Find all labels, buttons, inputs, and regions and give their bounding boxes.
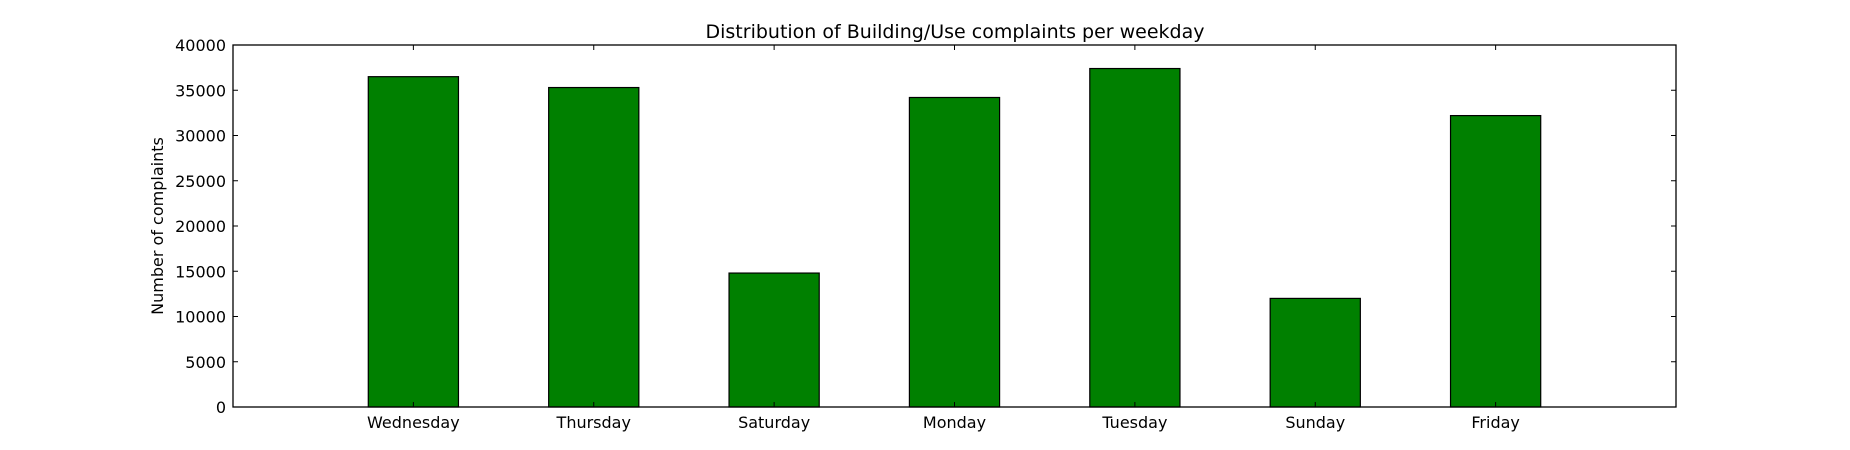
y-tick-label: 15000 [175,262,226,281]
x-tick-label: Wednesday [367,413,460,432]
y-tick-label: 0 [216,398,226,417]
y-tick-label: 25000 [175,172,226,191]
x-tick-label: Sunday [1285,413,1345,432]
x-tick-label: Tuesday [1101,413,1167,432]
chart-title: Distribution of Building/Use complaints … [706,21,1205,43]
y-axis-label: Number of complaints [148,137,167,315]
y-tick-label: 35000 [175,81,226,100]
x-tick-label: Thursday [556,413,631,432]
bar-wednesday [367,76,460,408]
bar-saturday [728,272,820,408]
bar-friday [1449,114,1542,408]
y-tick-label: 40000 [175,36,226,55]
y-tick-label: 10000 [175,308,226,327]
y-tick-label: 30000 [175,127,226,146]
x-tick-label: Friday [1471,413,1520,432]
y-tick-label: 5000 [185,353,226,372]
x-tick-label: Monday [923,413,986,432]
y-tick-label: 20000 [175,217,226,236]
bar-tuesday [1089,67,1181,408]
bars-layer [367,67,1542,408]
x-tick-label: Saturday [738,413,810,432]
ticks-layer: Wednesday Thursday Saturday Monday Tuesday Su… [175,36,1676,432]
bar-monday [908,96,1001,408]
bar-thursday [548,86,640,408]
plot-frame [232,44,1677,408]
bar-sunday [1269,297,1361,408]
